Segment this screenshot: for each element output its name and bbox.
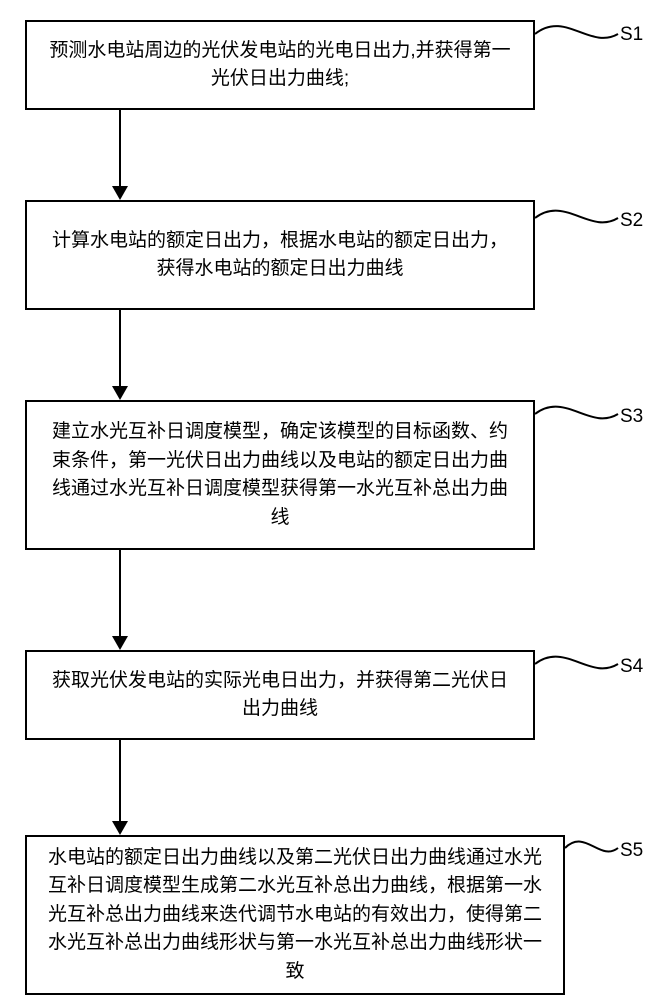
label-s2: S2 (620, 210, 643, 232)
step-box-s5: 水电站的额定日出力曲线以及第二光伏日出力曲线通过水光互补日调度模型生成第二水光互… (25, 835, 565, 995)
arrow-s4-s5 (112, 740, 128, 835)
label-s3: S3 (620, 406, 643, 428)
arrow-head (112, 386, 128, 400)
step-text-s4: 获取光伏发电站的实际光电日出力，并获得第二光伏日出力曲线 (47, 667, 513, 724)
flowchart-container: 预测水电站周边的光伏发电站的光电日出力,并获得第一光伏日出力曲线; S1 计算水… (0, 0, 661, 1000)
label-s5: S5 (620, 840, 643, 862)
arrow-line (119, 110, 121, 186)
arrow-head (112, 186, 128, 200)
step-text-s3: 建立水光互补日调度模型，确定该模型的目标函数、约束条件，第一光伏日出力曲线以及电… (47, 418, 513, 532)
step-text-s1: 预测水电站周边的光伏发电站的光电日出力,并获得第一光伏日出力曲线; (47, 37, 513, 94)
step-box-s1: 预测水电站周边的光伏发电站的光电日出力,并获得第一光伏日出力曲线; (25, 20, 535, 110)
step-box-s4: 获取光伏发电站的实际光电日出力，并获得第二光伏日出力曲线 (25, 650, 535, 740)
step-box-s2: 计算水电站的额定日出力，根据水电站的额定日出力，获得水电站的额定日出力曲线 (25, 200, 535, 310)
arrow-line (119, 550, 121, 636)
arrow-line (119, 740, 121, 821)
label-s1: S1 (620, 24, 643, 46)
arrow-head (112, 821, 128, 835)
arrow-line (119, 310, 121, 386)
arrow-s1-s2 (112, 110, 128, 200)
step-box-s3: 建立水光互补日调度模型，确定该模型的目标函数、约束条件，第一光伏日出力曲线以及电… (25, 400, 535, 550)
arrow-head (112, 636, 128, 650)
step-text-s2: 计算水电站的额定日出力，根据水电站的额定日出力，获得水电站的额定日出力曲线 (47, 227, 513, 284)
step-text-s5: 水电站的额定日出力曲线以及第二光伏日出力曲线通过水光互补日调度模型生成第二水光互… (47, 844, 543, 987)
arrow-s2-s3 (112, 310, 128, 400)
label-s4: S4 (620, 656, 643, 678)
arrow-s3-s4 (112, 550, 128, 650)
